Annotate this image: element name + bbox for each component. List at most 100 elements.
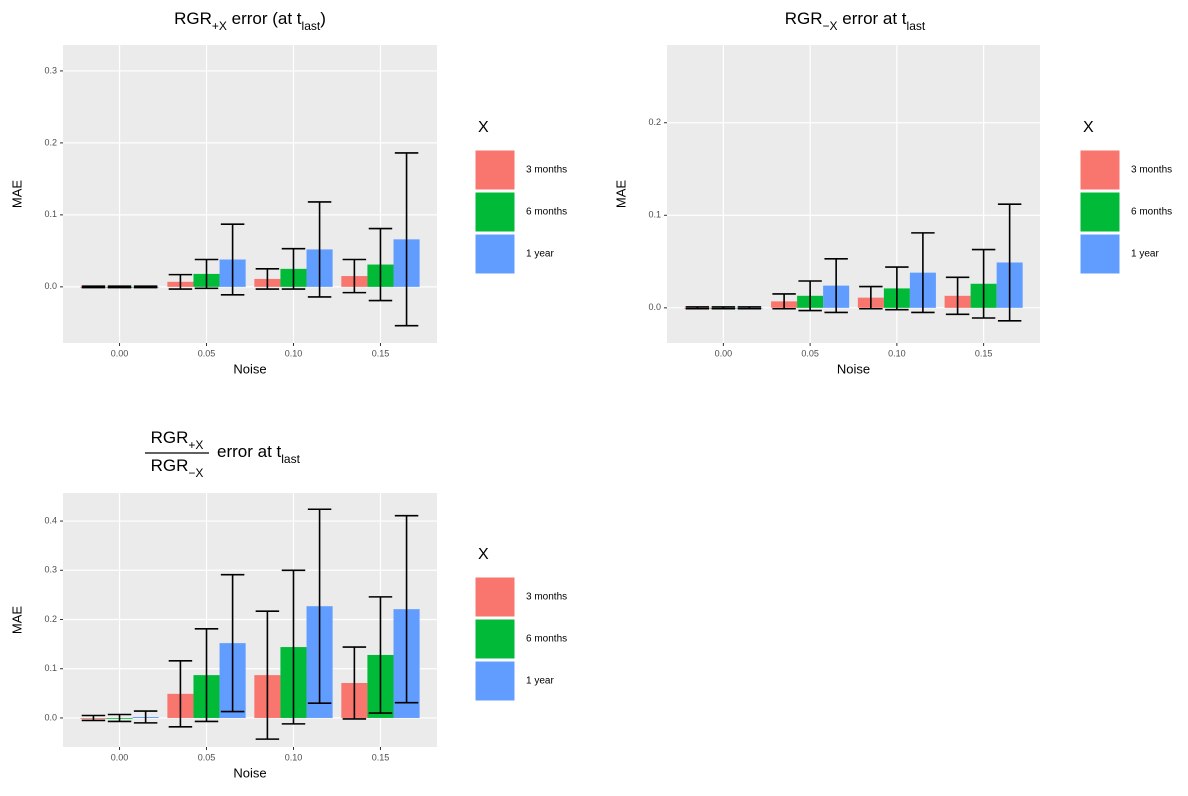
title-subscript: −X (188, 466, 203, 480)
x-tick-label: 0.15 (975, 348, 993, 358)
legend-label: 3 months (526, 165, 567, 176)
error-bar (798, 280, 822, 312)
title: RGR−X error at tlast (785, 9, 926, 33)
error-bar (107, 713, 132, 723)
error-bar (342, 646, 367, 720)
y-axis-label: MAE (9, 606, 24, 635)
legend-title: X (478, 119, 489, 136)
title-part: RGR (151, 456, 189, 475)
y-axis-label: MAE (9, 180, 24, 209)
legend-key (474, 660, 516, 702)
panel (63, 45, 437, 343)
error-bar (824, 257, 848, 314)
error-bar (368, 227, 393, 302)
error-bar (685, 306, 710, 310)
error-bar (168, 273, 193, 290)
error-bar (971, 248, 996, 319)
legend-title: X (1083, 119, 1094, 136)
error-bar (711, 306, 736, 310)
legend-key (1079, 233, 1121, 275)
error-bar (168, 660, 193, 728)
y-tick-label: 0.1 (648, 210, 661, 220)
title-subscript: last (907, 19, 926, 33)
error-bar (911, 232, 935, 314)
error-bar (394, 514, 419, 704)
x-tick-label: 0.10 (888, 348, 906, 358)
title-part: error at t (217, 442, 282, 461)
x-tick-label: 0.00 (715, 348, 733, 358)
x-tick-label: 0.00 (111, 752, 129, 762)
title-subscript: last (302, 19, 321, 33)
y-tick-label: 0.3 (44, 565, 57, 575)
title: error at tlast (217, 442, 301, 466)
error-bar (281, 569, 306, 725)
legend-key (474, 576, 516, 618)
error-bar (133, 285, 158, 289)
title-subscript: +X (212, 19, 227, 33)
error-bar (107, 285, 132, 289)
x-tick-label: 0.10 (285, 348, 303, 358)
x-tick-label: 0.15 (372, 752, 390, 762)
title: RGR+X (151, 428, 204, 452)
error-bar (255, 610, 280, 740)
error-bar (133, 710, 158, 724)
legend-key (474, 149, 516, 191)
x-tick-label: 0.05 (198, 348, 216, 358)
error-bar (342, 258, 367, 294)
error-bar (194, 258, 219, 290)
error-bar (220, 573, 245, 713)
legend-label: 6 months (1131, 207, 1172, 218)
legend-label: 3 months (1131, 165, 1172, 176)
title-part: RGR (785, 9, 823, 28)
legend-key (1079, 149, 1121, 191)
y-tick-label: 0.2 (648, 117, 661, 127)
title-part: RGR (174, 9, 212, 28)
error-bar (997, 203, 1022, 322)
y-tick-label: 0.1 (44, 209, 57, 219)
y-tick-label: 0.3 (44, 65, 57, 75)
title-part: error at t (838, 9, 907, 28)
title: RGR−X (151, 456, 204, 480)
error-bar (307, 201, 332, 298)
error-bar (945, 276, 970, 316)
y-tick-label: 0.0 (648, 302, 661, 312)
x-tick-label: 0.00 (111, 348, 129, 358)
x-axis-label: Noise (233, 765, 266, 780)
title: RGR+X error (at tlast) (174, 9, 326, 33)
error-bar (281, 247, 306, 290)
y-tick-label: 0.2 (44, 614, 57, 624)
legend-label: 3 months (526, 592, 567, 603)
error-bar (737, 306, 762, 310)
error-bar (859, 285, 883, 310)
error-bar (81, 714, 106, 722)
legend-label: 6 months (526, 634, 567, 645)
legend-label: 1 year (526, 676, 554, 687)
legend-label: 6 months (526, 207, 567, 218)
legend-key (474, 233, 516, 275)
title-part: RGR (151, 428, 189, 447)
error-bar (307, 508, 332, 704)
title-part: ) (320, 9, 326, 28)
title-subscript: +X (188, 438, 203, 452)
y-tick-label: 0.0 (44, 712, 57, 722)
legend-key (474, 618, 516, 660)
y-tick-label: 0.2 (44, 137, 57, 147)
error-bar (81, 285, 106, 289)
x-tick-label: 0.05 (801, 348, 819, 358)
legend-label: 1 year (526, 249, 554, 260)
title-subscript: −X (823, 19, 838, 33)
error-bar (368, 596, 393, 714)
error-bar (885, 266, 909, 311)
title-part: error (at t (227, 9, 302, 28)
x-axis-label: Noise (837, 361, 870, 376)
error-bar (194, 628, 219, 723)
y-tick-label: 0.1 (44, 663, 57, 673)
legend-key (474, 191, 516, 233)
y-tick-label: 0.4 (44, 515, 57, 525)
error-bar (220, 223, 245, 296)
x-tick-label: 0.10 (285, 752, 303, 762)
x-tick-label: 0.05 (198, 752, 216, 762)
y-tick-label: 0.0 (44, 281, 57, 291)
legend-label: 1 year (1131, 249, 1159, 260)
